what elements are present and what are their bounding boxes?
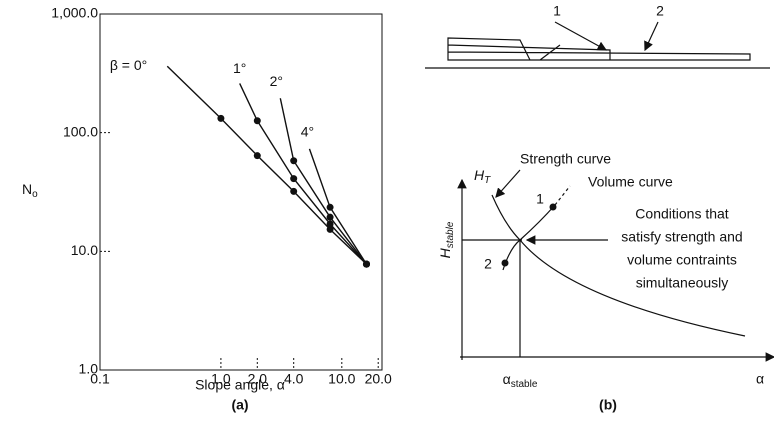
strength-curve xyxy=(491,194,746,337)
point-label: 2 xyxy=(484,256,492,272)
point xyxy=(253,152,261,160)
label-sub: stable xyxy=(511,379,538,390)
point xyxy=(326,203,334,211)
arrow xyxy=(495,169,521,198)
note-line: Conditions that xyxy=(635,206,729,222)
series-label: 2° xyxy=(270,73,283,89)
curve xyxy=(239,83,368,265)
label-sub: T xyxy=(484,175,491,186)
x-axis-label: α xyxy=(756,371,764,387)
y-axis-label-main: N xyxy=(22,181,32,197)
stage-label: 2 xyxy=(656,3,664,19)
point xyxy=(549,203,557,211)
point xyxy=(326,225,334,233)
point xyxy=(362,260,370,268)
point xyxy=(290,157,298,165)
panel-label: (a) xyxy=(231,397,248,413)
curve xyxy=(166,65,367,265)
point xyxy=(290,175,298,183)
point xyxy=(501,259,509,267)
panel-b: 1 2 1 2 Strength curve Volume curve Cond… xyxy=(425,3,774,413)
y-mark-label: Hstable xyxy=(437,221,456,258)
point xyxy=(290,187,298,195)
label-sub: stable xyxy=(445,221,456,248)
series-label: 4° xyxy=(301,124,314,140)
series-label: β = 0° xyxy=(110,57,147,73)
panel-label: (b) xyxy=(599,397,617,413)
panel-a: Slope angle, α (a) No 0.1 1.0 2.0 4.0 10.0 20… xyxy=(22,5,392,413)
volume-curve-extension xyxy=(554,185,571,206)
y-axis-label: No xyxy=(22,181,38,200)
series-label: 1° xyxy=(233,60,246,76)
x-axis-label: Slope angle, α xyxy=(195,377,285,393)
note-line: satisfy strength and xyxy=(621,229,742,245)
x-tick-label: 4.0 xyxy=(284,371,304,387)
y-tick-label: 100.0 xyxy=(63,123,98,139)
plot-frame xyxy=(99,13,383,371)
volume-curve xyxy=(502,204,556,271)
curve xyxy=(279,98,368,265)
note-line: simultaneously xyxy=(636,275,729,291)
note-line: volume contraints xyxy=(627,252,737,268)
x-mark-label: αstable xyxy=(503,371,538,390)
point-label: 1 xyxy=(536,191,544,207)
label-main: α xyxy=(503,371,511,387)
x-tick-label: 0.1 xyxy=(90,371,110,387)
embankment-sketch xyxy=(447,37,751,61)
x-tick-label: 2.0 xyxy=(248,371,268,387)
y-tick-label: 1,000.0 xyxy=(51,5,98,21)
curve-label: Strength curve xyxy=(520,151,611,167)
curve-label: Volume curve xyxy=(588,174,673,190)
point xyxy=(253,117,261,125)
arrow xyxy=(644,21,659,52)
x-tick-label: 20.0 xyxy=(365,371,392,387)
curve xyxy=(308,148,368,265)
stage-label: 1 xyxy=(553,3,561,19)
point xyxy=(326,213,334,221)
label-main: H xyxy=(437,247,453,258)
x-tick-label: 1.0 xyxy=(211,371,231,387)
y-axis-label-sub: o xyxy=(32,189,38,200)
y-tick-label: 10.0 xyxy=(71,242,98,258)
x-tick-label: 10.0 xyxy=(328,371,355,387)
y-tick-label: 1.0 xyxy=(79,361,99,377)
arrow xyxy=(554,21,608,51)
label-main: H xyxy=(474,167,485,183)
point xyxy=(326,220,334,228)
point xyxy=(217,114,225,122)
y-axis-label: HT xyxy=(474,167,491,186)
